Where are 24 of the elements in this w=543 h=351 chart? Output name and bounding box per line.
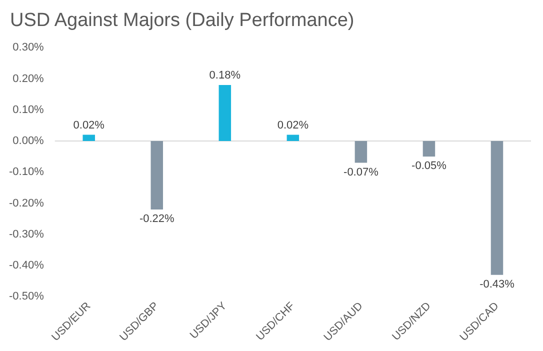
bar [218,84,232,141]
bar [422,140,436,157]
y-tick-label: 0.10% [12,104,44,116]
data-label: -0.05% [412,160,447,172]
data-label: -0.43% [480,278,515,290]
y-tick-label: 0.20% [12,72,44,85]
y-tick-label: -0.30% [8,228,44,240]
data-label: -0.22% [139,213,175,226]
bar [490,140,504,275]
bar [150,140,164,210]
y-tick-label: -0.10% [8,166,44,178]
data-label: 0.02% [73,119,105,132]
data-label: 0.18% [209,69,241,82]
data-label: 0.02% [277,119,309,132]
chart-title: USD Against Majors (Daily Performance) [10,10,354,32]
y-tick-label: -0.20% [8,197,44,210]
bar [82,134,95,141]
bar [354,140,368,163]
y-tick-label: 0.30% [12,42,44,54]
y-tick-label: -0.40% [8,260,44,272]
bar [286,134,300,141]
y-tick-label: -0.50% [8,290,44,303]
y-tick-label: 0.00% [12,135,44,148]
data-label: -0.07% [344,166,379,178]
